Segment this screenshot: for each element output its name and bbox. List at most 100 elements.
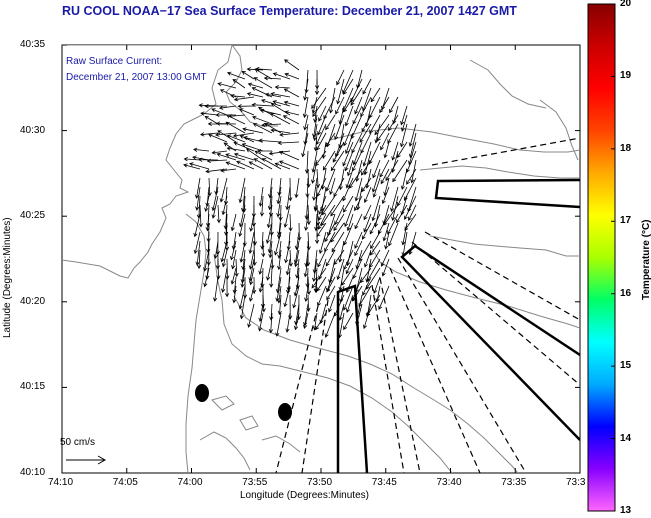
y-tick-label: 40:30 xyxy=(20,124,46,136)
current-vector xyxy=(380,249,390,267)
current-vector xyxy=(220,168,237,173)
current-vector xyxy=(215,132,237,137)
current-vector xyxy=(189,162,210,170)
current-vector xyxy=(403,177,417,201)
current-vector xyxy=(350,87,363,106)
current-vector xyxy=(348,168,363,189)
current-vector xyxy=(363,150,372,176)
current-vector xyxy=(261,122,282,128)
current-vector xyxy=(259,108,282,116)
current-vector xyxy=(268,312,274,334)
current-vector xyxy=(329,177,336,195)
colorbar-tick-label: 17 xyxy=(620,215,632,227)
current-vector xyxy=(369,114,381,134)
current-vector xyxy=(320,204,336,227)
current-vector xyxy=(352,258,363,279)
current-vector xyxy=(343,78,354,95)
x-tick-label: 73:55 xyxy=(242,477,268,488)
current-vector xyxy=(338,267,345,292)
current-vector xyxy=(303,258,309,278)
current-vector xyxy=(194,177,201,199)
current-vector xyxy=(344,105,354,127)
current-vector xyxy=(356,186,363,211)
current-vector xyxy=(343,195,354,213)
current-vector xyxy=(254,68,273,80)
current-vector xyxy=(199,132,219,137)
current-vector xyxy=(221,267,228,293)
current-vector xyxy=(284,59,300,71)
current-vector xyxy=(334,204,345,226)
current-vector xyxy=(306,276,311,296)
current-vector xyxy=(408,123,417,147)
current-vector xyxy=(274,162,291,170)
current-vector xyxy=(197,249,202,270)
current-vector xyxy=(226,71,246,80)
current-vector xyxy=(277,140,300,146)
current-vector xyxy=(284,110,300,116)
current-vector xyxy=(354,231,363,249)
current-vector xyxy=(274,231,282,256)
current-vector xyxy=(333,294,345,317)
current-vector xyxy=(247,303,255,328)
current-vector xyxy=(342,285,354,311)
current-vector xyxy=(258,138,282,143)
current-vector xyxy=(232,132,255,138)
current-vector xyxy=(318,105,327,122)
current-vector xyxy=(294,249,300,268)
current-vector xyxy=(234,258,239,278)
current-vector xyxy=(400,105,408,126)
current-vector xyxy=(230,267,237,285)
current-vector xyxy=(328,294,336,313)
current-vector xyxy=(232,79,246,89)
current-vector xyxy=(213,240,219,260)
current-vector xyxy=(333,177,345,198)
current-vector xyxy=(338,240,345,263)
x-tick-label: 73:40 xyxy=(436,477,462,488)
current-vector xyxy=(408,231,417,256)
current-vector xyxy=(259,195,265,217)
current-vector xyxy=(345,276,354,293)
current-vector xyxy=(378,213,390,235)
current-vector xyxy=(301,132,309,158)
current-vector xyxy=(216,152,237,161)
current-vector xyxy=(410,159,417,184)
current-vector xyxy=(195,240,201,266)
colorbar-tick-label: 18 xyxy=(620,142,632,154)
colorbar-tick-label: 15 xyxy=(620,360,632,372)
current-vector xyxy=(258,258,264,275)
current-vector xyxy=(266,204,273,229)
current-vector xyxy=(361,222,372,240)
colorbar-tick-label: 14 xyxy=(620,432,632,444)
current-vector xyxy=(183,157,201,162)
current-vector xyxy=(400,168,408,191)
current-vector xyxy=(252,123,273,134)
current-vector xyxy=(203,267,210,288)
current-vector xyxy=(217,82,237,89)
current-vector xyxy=(391,141,399,161)
current-vector xyxy=(288,213,293,232)
current-vector xyxy=(241,71,255,80)
current-vector xyxy=(193,147,210,152)
current-vector xyxy=(390,186,399,213)
current-vector xyxy=(362,78,372,95)
current-vector xyxy=(352,150,363,172)
current-vector xyxy=(351,132,363,154)
current-vector xyxy=(270,113,291,125)
colorbar-gradient xyxy=(587,3,616,512)
current-vector xyxy=(233,152,255,161)
current-vector xyxy=(369,213,381,235)
current-vector xyxy=(303,78,309,101)
current-vector xyxy=(285,186,291,211)
current-vector xyxy=(221,249,228,268)
current-vector xyxy=(324,231,336,253)
current-vector xyxy=(247,82,264,89)
current-vector xyxy=(217,130,237,143)
current-vector xyxy=(346,213,354,232)
current-vector xyxy=(322,150,336,171)
current-vector xyxy=(370,87,381,103)
current-vector xyxy=(315,312,327,331)
current-vector xyxy=(358,285,372,308)
current-vector xyxy=(206,158,228,163)
current-vector xyxy=(240,258,246,284)
